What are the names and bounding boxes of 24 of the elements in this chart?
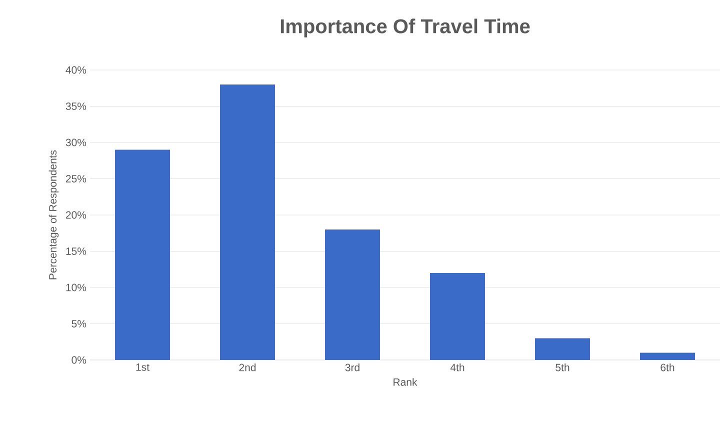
- bar: [115, 150, 170, 360]
- y-tick-label: 10%: [66, 284, 86, 292]
- x-tick-label: 5th: [556, 364, 570, 372]
- x-tick-label: 6th: [660, 364, 674, 372]
- x-axis-title: Rank: [394, 378, 418, 386]
- y-tick-label: 35%: [66, 102, 86, 110]
- y-axis-title: Percentage of Respondents: [48, 150, 59, 280]
- y-tick-label: 0%: [72, 356, 86, 364]
- bar: [430, 272, 485, 360]
- y-tick-label: 25%: [66, 175, 86, 182]
- x-tick-label: 1st: [136, 364, 150, 371]
- chart-title: Importance Of Travel Time: [280, 18, 530, 38]
- y-tick-label: 40%: [66, 66, 86, 74]
- bar: [220, 84, 276, 360]
- bar: [640, 352, 695, 360]
- bar: [534, 338, 590, 360]
- y-tick-label: 20%: [66, 211, 86, 219]
- x-tick-label: 2nd: [239, 364, 256, 372]
- x-tick-label: 3rd: [345, 364, 360, 372]
- y-tick-label: 5%: [72, 320, 86, 328]
- x-tick-label: 4th: [450, 364, 464, 372]
- y-tick-label: 30%: [66, 138, 86, 146]
- y-tick-label: 15%: [66, 248, 86, 255]
- bar: [325, 229, 380, 360]
